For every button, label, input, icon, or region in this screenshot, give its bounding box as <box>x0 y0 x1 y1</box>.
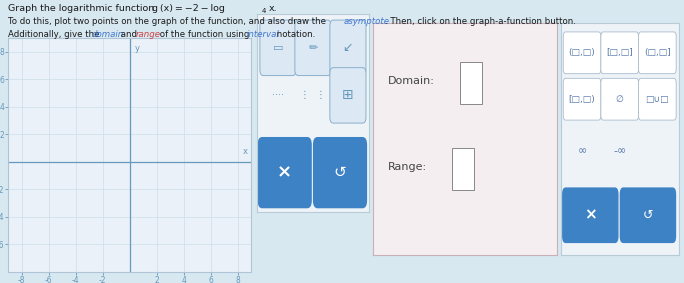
Text: To do this, plot two points on the graph of the function, and also draw the: To do this, plot two points on the graph… <box>8 17 329 26</box>
FancyBboxPatch shape <box>254 10 371 216</box>
FancyBboxPatch shape <box>620 187 676 243</box>
FancyBboxPatch shape <box>330 68 366 123</box>
Text: □∪□: □∪□ <box>646 95 669 104</box>
FancyBboxPatch shape <box>313 137 367 208</box>
Text: range: range <box>135 30 161 39</box>
Text: of the function using: of the function using <box>157 30 252 39</box>
Text: ∞: ∞ <box>577 146 587 156</box>
Text: ∅: ∅ <box>616 95 624 104</box>
Text: ⋮  ⋮: ⋮ ⋮ <box>300 90 326 100</box>
Text: notation.: notation. <box>274 30 315 39</box>
Text: Domain:: Domain: <box>388 76 434 86</box>
Text: ✏: ✏ <box>308 43 317 53</box>
FancyBboxPatch shape <box>460 62 482 104</box>
FancyBboxPatch shape <box>258 137 312 208</box>
Text: [□,□): [□,□) <box>568 95 596 104</box>
Text: ×: × <box>277 164 292 182</box>
Text: and: and <box>118 30 140 39</box>
FancyBboxPatch shape <box>601 78 639 120</box>
Text: ↙: ↙ <box>343 41 353 54</box>
Text: ↺: ↺ <box>334 165 346 180</box>
FancyBboxPatch shape <box>639 32 676 74</box>
Text: interval: interval <box>246 30 279 39</box>
Text: . Then, click on the graph-a-function button.: . Then, click on the graph-a-function bu… <box>385 17 576 26</box>
FancyBboxPatch shape <box>563 78 601 120</box>
Text: ×: × <box>584 208 596 223</box>
Text: [□,□]: [□,□] <box>606 48 633 57</box>
Text: ⊞: ⊞ <box>342 88 354 102</box>
Text: Graph the logarithmic function: Graph the logarithmic function <box>8 4 157 13</box>
FancyBboxPatch shape <box>601 32 639 74</box>
Text: -∞: -∞ <box>613 146 627 156</box>
Text: Additionally, give the: Additionally, give the <box>8 30 103 39</box>
FancyBboxPatch shape <box>452 148 475 190</box>
Text: g (x) = −2 − log: g (x) = −2 − log <box>152 4 225 13</box>
Text: ····: ···· <box>272 90 284 100</box>
Text: x.: x. <box>269 4 278 13</box>
FancyBboxPatch shape <box>563 32 601 74</box>
Text: ▭: ▭ <box>273 43 283 53</box>
Text: (□,□]: (□,□] <box>644 48 671 57</box>
FancyBboxPatch shape <box>330 20 366 76</box>
Text: ↺: ↺ <box>643 209 653 222</box>
Text: x: x <box>243 147 248 156</box>
FancyBboxPatch shape <box>295 20 331 76</box>
Text: (□,□): (□,□) <box>568 48 596 57</box>
Text: y: y <box>135 44 140 53</box>
Text: 4: 4 <box>262 8 266 14</box>
FancyBboxPatch shape <box>260 20 296 76</box>
FancyBboxPatch shape <box>639 78 676 120</box>
FancyBboxPatch shape <box>562 187 618 243</box>
Text: domain: domain <box>92 30 124 39</box>
Text: Range:: Range: <box>388 162 427 171</box>
Text: asymptote: asymptote <box>344 17 390 26</box>
